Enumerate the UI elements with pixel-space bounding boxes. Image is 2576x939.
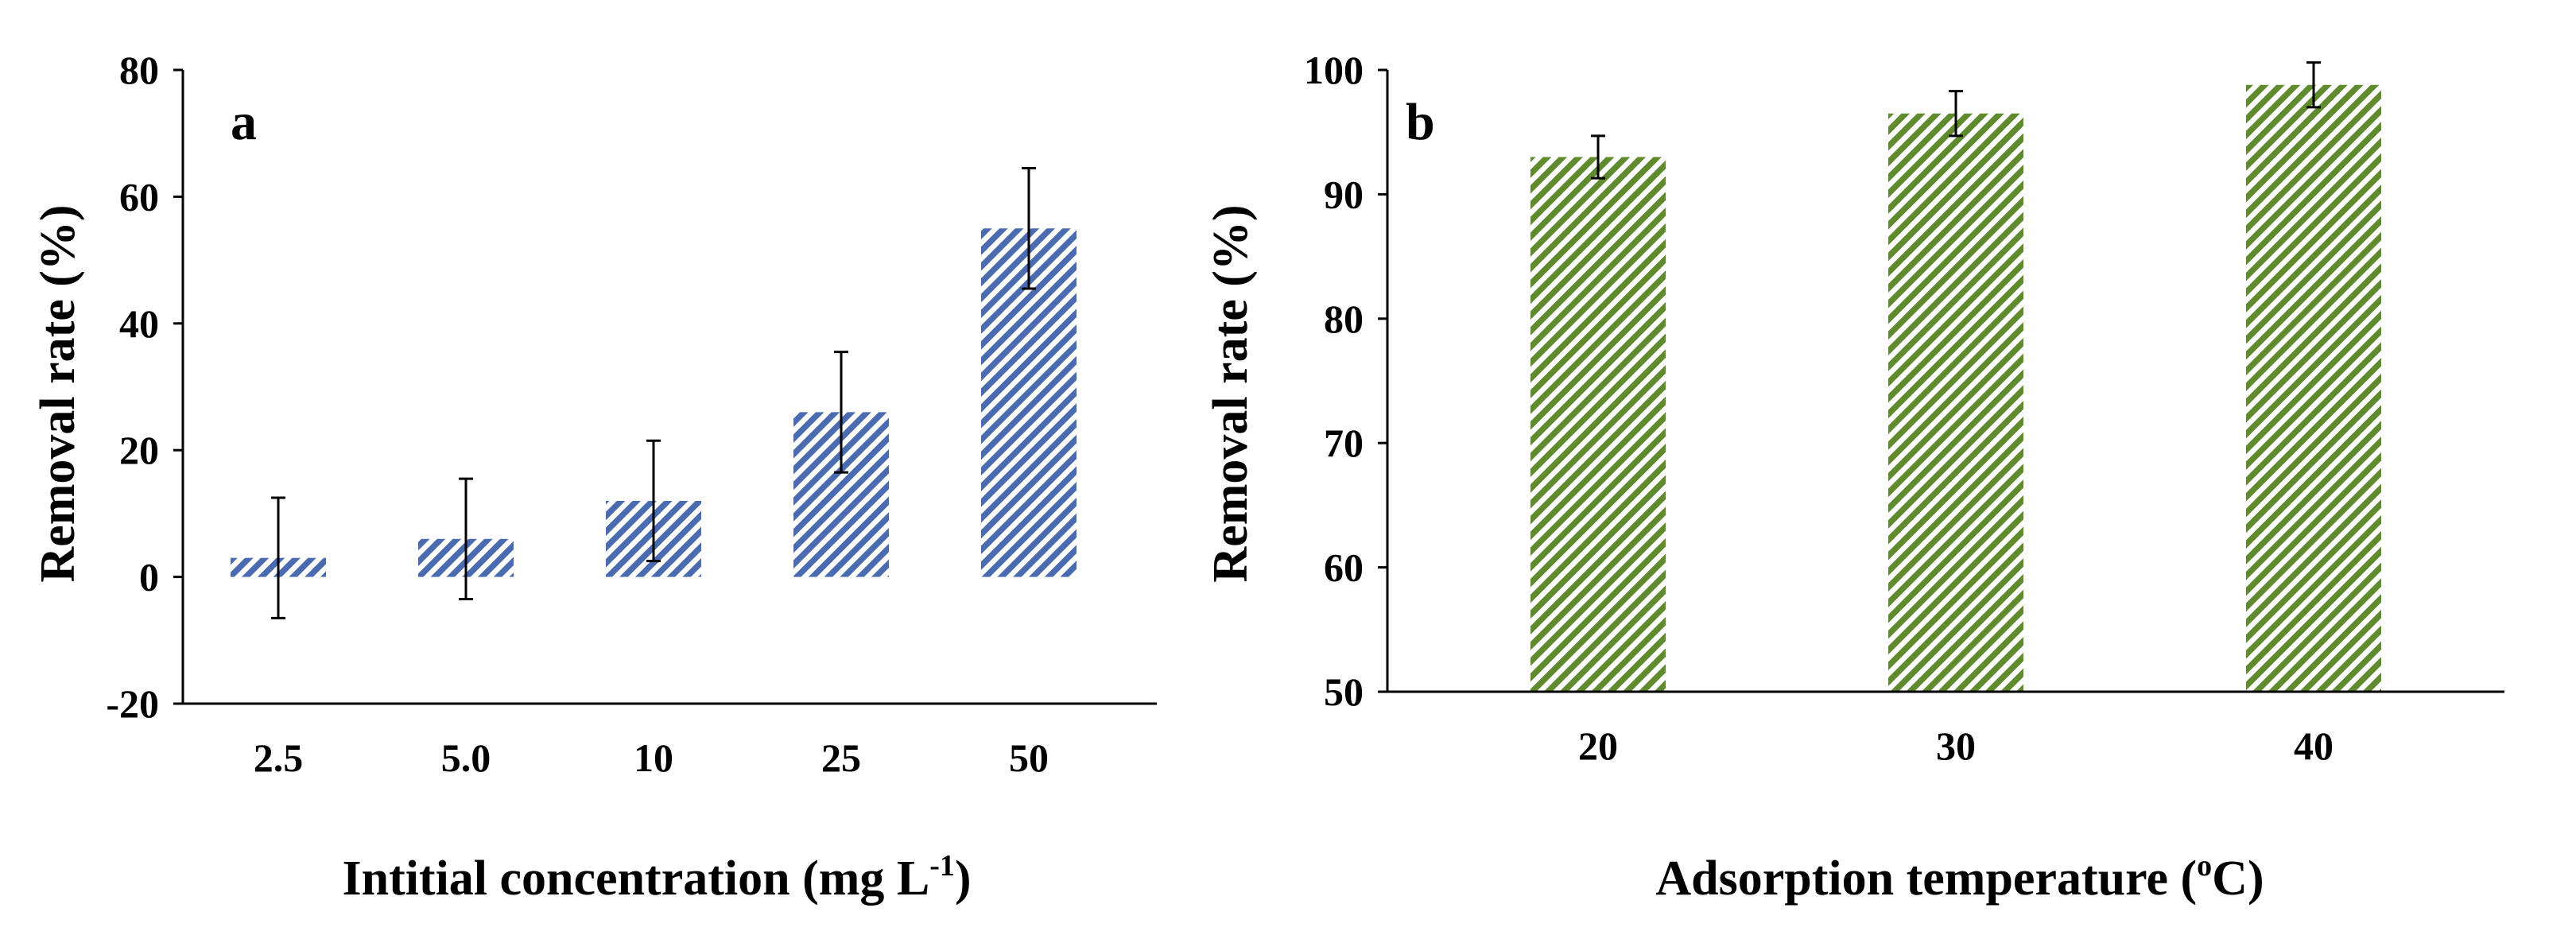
error-bar-a-4 <box>1022 167 1036 290</box>
y-tick-label-a-1: 0 <box>139 555 159 599</box>
y-tick-label-a-2: 20 <box>119 428 159 472</box>
panel-label-a: a <box>231 93 257 151</box>
y-tick-label-a-3: 40 <box>119 301 159 346</box>
error-bar-a-2 <box>646 439 661 563</box>
bar-b-1 <box>1888 113 2023 693</box>
error-bar-a-0 <box>271 496 285 619</box>
bar-b-0 <box>1530 157 1666 693</box>
error-bar-a-1 <box>459 477 473 600</box>
y-tick-label-a-0: -20 <box>106 681 159 726</box>
error-bar-a-3 <box>834 351 848 474</box>
y-tick-label-b-3: 80 <box>1324 297 1364 341</box>
y-tick-label-b-5: 100 <box>1304 48 1364 92</box>
x-tick-label-a-0: 2.5 <box>254 735 304 780</box>
y-tick-label-b-0: 50 <box>1324 669 1364 714</box>
x-tick-label-b-0: 20 <box>1578 724 1618 768</box>
y-tick-label-a-4: 60 <box>119 174 159 219</box>
panel-label-b: b <box>1406 93 1435 151</box>
x-tick-label-a-2: 10 <box>634 735 673 780</box>
y-tick-label-a-5: 80 <box>119 48 159 92</box>
chart-panel-a: a Removal rate (%) Intitial concentratio… <box>31 48 1157 906</box>
x-tick-label-b-1: 30 <box>1936 724 1976 768</box>
bar-b-2 <box>2246 84 2381 692</box>
error-bar-b-2 <box>2306 61 2321 109</box>
error-bar-b-1 <box>1949 90 1963 138</box>
y-axis-title-a: Removal rate (%) <box>31 204 85 582</box>
y-tick-label-b-1: 60 <box>1324 545 1364 590</box>
y-tick-label-b-4: 90 <box>1324 172 1364 216</box>
chart-panel-b: b Removal rate (%) Adsorption temperatur… <box>1204 48 2504 906</box>
error-bar-b-0 <box>1591 134 1605 180</box>
y-axis-title-b: Removal rate (%) <box>1204 204 1258 582</box>
x-tick-label-a-4: 50 <box>1009 735 1049 780</box>
x-axis-title-b: Adsorption temperature (oC) <box>1655 849 2264 906</box>
x-tick-label-a-1: 5.0 <box>441 735 491 780</box>
y-tick-label-b-2: 70 <box>1324 421 1364 465</box>
x-tick-label-b-2: 40 <box>2294 724 2334 768</box>
x-axis-title-a: Intitial concentration (mg L-1) <box>342 849 971 906</box>
x-tick-label-a-3: 25 <box>821 735 861 780</box>
